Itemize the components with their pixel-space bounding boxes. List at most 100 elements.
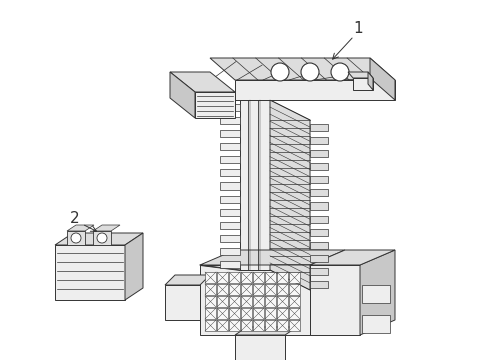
Polygon shape xyxy=(264,272,275,283)
Polygon shape xyxy=(367,72,372,90)
Text: 1: 1 xyxy=(352,21,362,36)
Polygon shape xyxy=(309,255,327,262)
Polygon shape xyxy=(309,265,359,335)
Polygon shape xyxy=(288,284,299,295)
Polygon shape xyxy=(170,72,195,118)
Circle shape xyxy=(71,233,81,243)
Polygon shape xyxy=(220,195,240,203)
Text: 2: 2 xyxy=(70,211,80,225)
Polygon shape xyxy=(217,308,227,319)
Circle shape xyxy=(330,63,348,81)
Polygon shape xyxy=(252,296,264,307)
Circle shape xyxy=(301,63,318,81)
Polygon shape xyxy=(200,250,345,265)
Polygon shape xyxy=(93,225,120,231)
Polygon shape xyxy=(220,104,240,111)
Polygon shape xyxy=(241,308,251,319)
Polygon shape xyxy=(309,268,327,275)
Polygon shape xyxy=(200,265,309,335)
Polygon shape xyxy=(288,308,299,319)
Polygon shape xyxy=(240,100,269,270)
Circle shape xyxy=(270,63,288,81)
Polygon shape xyxy=(220,183,240,189)
Polygon shape xyxy=(241,320,251,331)
Polygon shape xyxy=(235,80,394,100)
Polygon shape xyxy=(228,296,240,307)
Polygon shape xyxy=(252,320,264,331)
Polygon shape xyxy=(204,308,216,319)
Polygon shape xyxy=(235,327,296,335)
Polygon shape xyxy=(217,296,227,307)
Polygon shape xyxy=(276,284,287,295)
Polygon shape xyxy=(264,296,275,307)
Polygon shape xyxy=(241,296,251,307)
Polygon shape xyxy=(309,163,327,170)
Polygon shape xyxy=(220,261,240,268)
Polygon shape xyxy=(264,308,275,319)
Polygon shape xyxy=(309,242,327,249)
Polygon shape xyxy=(220,117,240,124)
Polygon shape xyxy=(220,222,240,229)
Polygon shape xyxy=(228,284,240,295)
Polygon shape xyxy=(220,208,240,216)
Polygon shape xyxy=(359,250,394,335)
Polygon shape xyxy=(309,176,327,183)
Polygon shape xyxy=(276,296,287,307)
Polygon shape xyxy=(252,272,264,283)
Polygon shape xyxy=(309,150,327,157)
Polygon shape xyxy=(264,284,275,295)
Polygon shape xyxy=(204,284,216,295)
Polygon shape xyxy=(170,72,235,92)
Polygon shape xyxy=(309,229,327,236)
Polygon shape xyxy=(309,137,327,144)
Polygon shape xyxy=(55,245,125,300)
Polygon shape xyxy=(309,124,327,131)
Polygon shape xyxy=(288,296,299,307)
Polygon shape xyxy=(204,320,216,331)
Polygon shape xyxy=(217,320,227,331)
Polygon shape xyxy=(220,156,240,163)
Polygon shape xyxy=(276,308,287,319)
Polygon shape xyxy=(204,296,216,307)
Polygon shape xyxy=(347,72,372,78)
Polygon shape xyxy=(55,233,142,245)
Polygon shape xyxy=(309,281,327,288)
Polygon shape xyxy=(369,58,394,100)
Polygon shape xyxy=(67,231,85,245)
Polygon shape xyxy=(288,320,299,331)
Polygon shape xyxy=(217,284,227,295)
Polygon shape xyxy=(228,272,240,283)
Polygon shape xyxy=(220,170,240,176)
Polygon shape xyxy=(252,308,264,319)
Polygon shape xyxy=(276,320,287,331)
Polygon shape xyxy=(264,320,275,331)
Polygon shape xyxy=(288,272,299,283)
Polygon shape xyxy=(67,225,94,231)
Polygon shape xyxy=(309,216,327,222)
Polygon shape xyxy=(361,285,389,303)
Polygon shape xyxy=(217,272,227,283)
Polygon shape xyxy=(235,335,285,360)
Polygon shape xyxy=(204,272,216,283)
Polygon shape xyxy=(269,100,309,290)
Polygon shape xyxy=(195,92,235,118)
Polygon shape xyxy=(241,272,251,283)
Polygon shape xyxy=(228,320,240,331)
Polygon shape xyxy=(309,189,327,197)
Polygon shape xyxy=(220,248,240,255)
Polygon shape xyxy=(220,130,240,137)
Polygon shape xyxy=(164,285,200,320)
Polygon shape xyxy=(125,233,142,300)
Polygon shape xyxy=(241,284,251,295)
Circle shape xyxy=(97,233,107,243)
Polygon shape xyxy=(309,250,394,265)
Polygon shape xyxy=(93,231,111,245)
Polygon shape xyxy=(252,284,264,295)
Polygon shape xyxy=(164,275,209,285)
Polygon shape xyxy=(309,202,327,210)
Polygon shape xyxy=(352,78,372,90)
Polygon shape xyxy=(220,235,240,242)
Polygon shape xyxy=(361,315,389,333)
Polygon shape xyxy=(276,272,287,283)
Polygon shape xyxy=(220,143,240,150)
